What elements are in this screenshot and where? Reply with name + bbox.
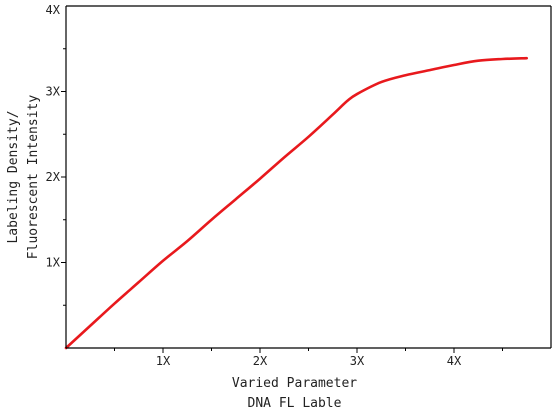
y-tick-label: 4X [46, 3, 61, 17]
labels-layer: 1X 2X 3X 4X 1X 2X 3X 4X Varied Parameter DNA FL L… [6, 3, 462, 411]
x-tick-label: 1X [156, 354, 171, 368]
y-axis-title-line-2: Fluorescent Intensity [26, 95, 41, 260]
x-tick-label: 3X [350, 354, 365, 368]
y-tick-label: 3X [46, 85, 61, 99]
x-axis-title-line-1: Varied Parameter [232, 376, 357, 391]
x-tick-label: 4X [447, 354, 462, 368]
axes-layer [65, 5, 552, 349]
x-tick-label: 2X [253, 354, 268, 368]
ticks-layer [61, 48, 503, 353]
series-layer [64, 56, 529, 350]
series-line-0 [64, 56, 529, 350]
y-axis-title-line-1: Labeling Density/ [6, 110, 21, 243]
y-tick-label: 1X [46, 256, 61, 270]
x-axis-title-line-2: DNA FL Lable [248, 396, 342, 411]
y-tick-label: 2X [46, 170, 61, 184]
